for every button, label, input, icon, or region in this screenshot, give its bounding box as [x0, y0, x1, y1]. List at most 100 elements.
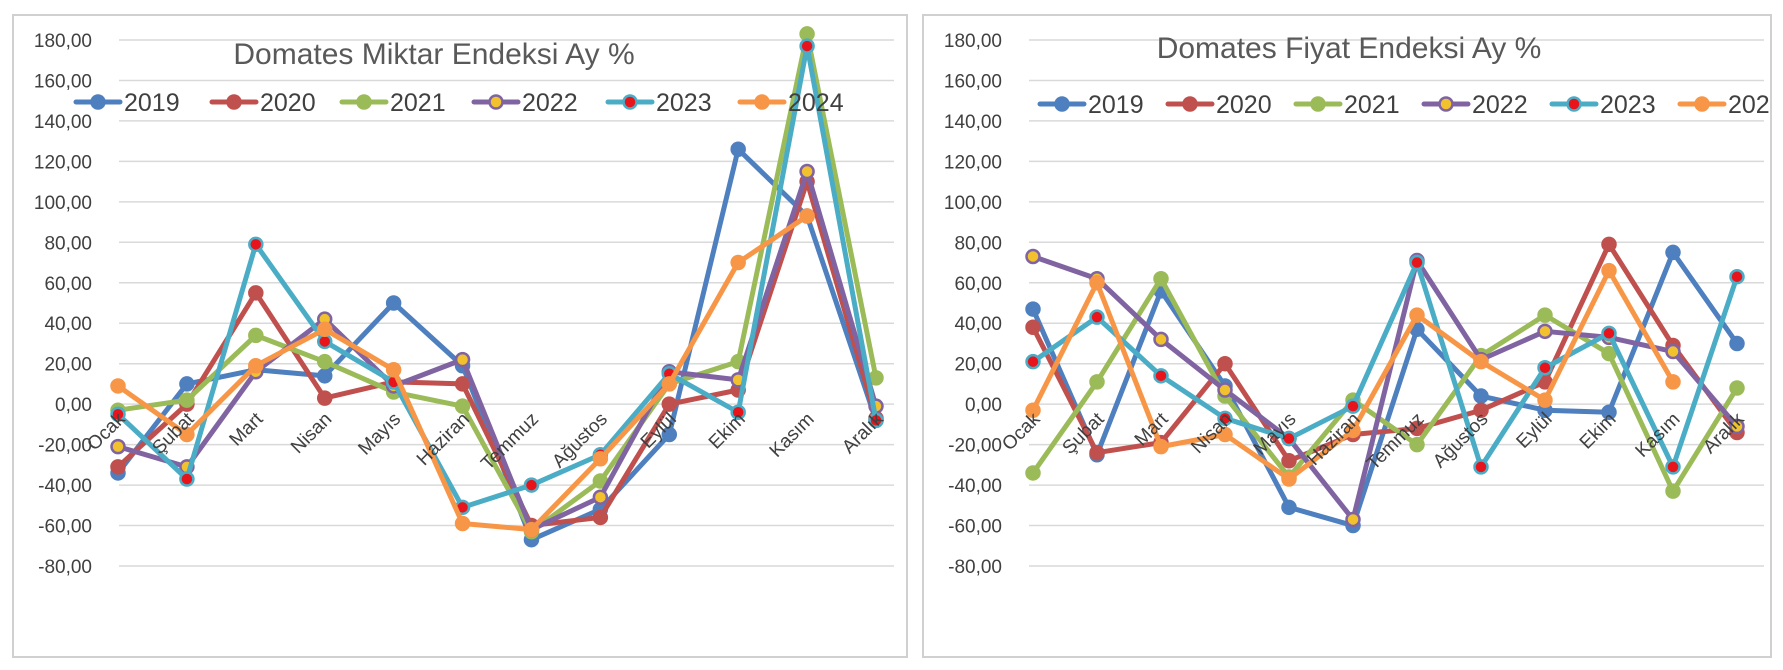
x-tick-label: Haziran	[413, 409, 474, 470]
chart-fiyat: -80,00 -60,00 -40,00 -20,00 0,00 20,00 40,00 60…	[944, 31, 1770, 578]
legend-item-2019: 2019	[73, 89, 180, 117]
legend-label: 2024	[1728, 91, 1770, 119]
data-point-2024-kasim	[799, 208, 815, 224]
data-point-2022-agustos	[592, 489, 609, 505]
data-point-2024-nisan	[1217, 426, 1233, 443]
y-tick-label: 100,00	[34, 193, 92, 214]
data-point-2024-mayis	[1281, 471, 1297, 487]
data-point-2019-ocak	[1025, 301, 1041, 317]
data-point-2024-subat	[179, 426, 195, 443]
data-point-2024-haziran	[1345, 422, 1361, 439]
legend-swatch-marker	[622, 94, 638, 110]
data-point-2023-subat	[1089, 309, 1105, 325]
data-point-2019-agustos	[1473, 388, 1489, 404]
series-line-2021	[1030, 276, 1740, 494]
y-tick-label: -80,00	[38, 557, 92, 578]
data-point-2019-ekim	[730, 141, 746, 157]
data-point-2024-mayis	[385, 362, 402, 378]
data-point-2022-eylul	[1537, 323, 1553, 340]
legend-label: 2022	[1472, 91, 1528, 119]
data-point-2023-kasim	[1665, 459, 1681, 475]
y-tick-label: 60,00	[954, 274, 1002, 295]
series-line-2023	[1030, 260, 1740, 470]
data-point-2023-mart	[1153, 368, 1169, 384]
data-point-2024-ekim	[1601, 262, 1617, 279]
legend-swatch-marker	[1438, 96, 1454, 112]
data-point-2020-haziran	[454, 376, 471, 392]
y-tick-label: -20,00	[948, 436, 1002, 457]
data-point-2023-kasim	[799, 38, 815, 54]
legend-swatch-marker	[1310, 96, 1326, 112]
y-tick-label: 120,00	[34, 152, 92, 173]
data-point-2022-haziran	[1345, 511, 1361, 528]
x-tick-label: Kasım	[766, 409, 819, 462]
data-point-2019-aralik	[1729, 335, 1745, 352]
data-point-2021-subat	[179, 392, 195, 408]
chart-title: Domates Fiyat Endeksi Ay %	[1157, 32, 1542, 65]
data-point-2020-temmuz	[1409, 420, 1425, 437]
data-point-2024-ocak	[1025, 402, 1041, 418]
legend-label: 2019	[1088, 91, 1144, 119]
data-point-2022-aralik	[1729, 418, 1745, 435]
data-point-2020-agustos	[592, 509, 609, 526]
y-tick-label: 20,00	[44, 355, 92, 376]
y-tick-label: -80,00	[948, 557, 1002, 578]
gridlines	[119, 39, 894, 567]
data-point-2024-nisan	[316, 321, 333, 338]
chart-panel-miktar: -80,00 -60,00 -40,00 -20,00 0,00 20,00 40,00 60…	[12, 14, 908, 658]
data-point-2024-temmuz	[1409, 307, 1425, 323]
series-line-2021	[115, 31, 879, 535]
data-point-2020-agustos	[1473, 402, 1489, 418]
data-point-2020-ocak	[110, 459, 126, 475]
data-point-2023-haziran	[1345, 398, 1361, 414]
y-tick-label: 180,00	[944, 31, 1002, 52]
legend-label: 2023	[656, 89, 712, 117]
legend-label: 2024	[788, 89, 844, 117]
legend-item-2021: 2021	[339, 89, 446, 117]
y-tick-label: 180,00	[34, 31, 92, 52]
legend-item-2022: 2022	[1421, 91, 1528, 119]
y-tick-label: 80,00	[954, 233, 1002, 254]
data-point-2023-mayis	[1281, 430, 1297, 447]
data-point-2022-nisan	[1217, 382, 1233, 398]
data-point-2024-kasim	[1665, 374, 1681, 390]
data-point-2024-mart	[1153, 438, 1169, 455]
data-point-2021-subat	[1089, 374, 1105, 390]
data-point-2022-ocak	[110, 438, 126, 455]
y-tick-label: 140,00	[34, 112, 92, 133]
legend-swatch-marker	[1566, 96, 1582, 112]
data-point-2024-haziran	[454, 515, 471, 532]
y-tick-label: 40,00	[954, 314, 1002, 335]
data-point-2020-nisan	[316, 390, 333, 406]
legend-label: 2020	[1216, 91, 1272, 119]
data-point-2024-eylul	[1537, 392, 1553, 408]
y-tick-label: -60,00	[38, 517, 92, 538]
legend-item-2024: 2024	[737, 89, 844, 117]
data-point-2021-nisan	[316, 353, 333, 370]
data-point-2023-ocak	[110, 406, 126, 423]
legend-swatch-marker	[1694, 96, 1710, 112]
data-point-2021-kasim	[1665, 483, 1681, 499]
data-point-2023-eylul	[1537, 359, 1553, 376]
y-tick-label: 100,00	[944, 193, 1002, 214]
data-point-2023-nisan	[1217, 410, 1233, 427]
data-point-2019-mayis	[1281, 499, 1297, 516]
y-tick-label: -40,00	[948, 476, 1002, 497]
data-point-2024-agustos	[592, 451, 609, 467]
data-point-2023-agustos	[1473, 459, 1489, 475]
data-point-2021-haziran	[454, 398, 471, 414]
data-point-2021-mart	[248, 327, 264, 344]
legend: 2019 2020 2021 2022 2023 2024	[73, 89, 844, 117]
data-point-2023-aralik	[868, 412, 884, 429]
series-line-2019	[1030, 249, 1740, 529]
legend-label: 2021	[1344, 91, 1400, 119]
y-tick-label: -60,00	[948, 517, 1002, 538]
series-group	[110, 26, 884, 548]
data-point-2024-subat	[1089, 275, 1105, 291]
y-tick-label: 160,00	[944, 71, 1002, 92]
y-tick-label: 80,00	[44, 233, 92, 254]
legend-label: 2020	[260, 89, 316, 117]
legend-item-2024: 2024	[1677, 91, 1770, 119]
legend-item-2023: 2023	[605, 89, 712, 117]
y-tick-label: 0,00	[965, 395, 1002, 416]
